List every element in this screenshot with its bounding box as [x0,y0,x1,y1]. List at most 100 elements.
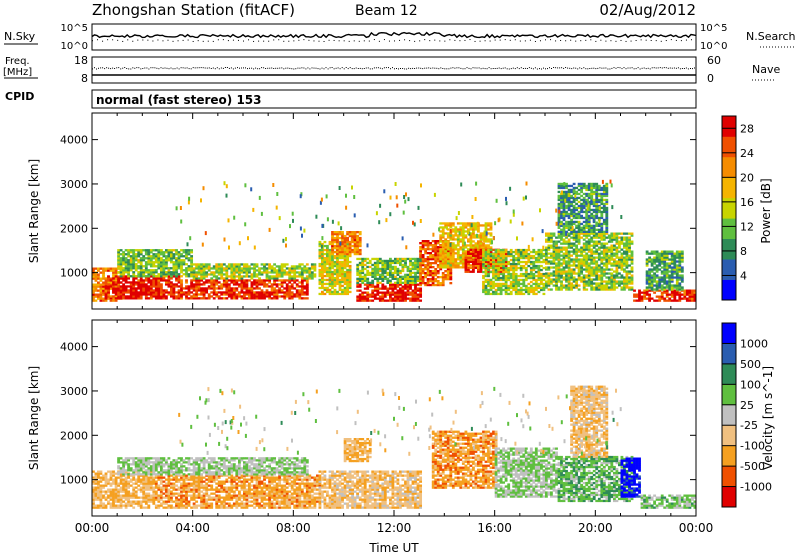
power-cell [323,268,327,272]
nsearch-dot [308,39,310,41]
power-cell [165,265,168,268]
power-cell [464,256,468,259]
nave-dot [293,68,295,70]
power-cell [628,244,631,247]
power-cell [313,263,317,266]
nsearch-dot [187,39,189,41]
power-cell [527,274,531,278]
power-cell [600,244,604,247]
power-cell [615,242,619,245]
power-cell [361,261,365,265]
power-cell [97,297,100,300]
power-cell [341,272,344,276]
power-cell [441,232,445,235]
power-cell [600,256,604,259]
power-cell [449,278,453,281]
nave-dot [188,68,190,70]
power-cell [434,258,438,261]
power-cell [628,242,631,245]
power-cell [514,276,518,280]
power-cell [577,284,581,287]
power-cell [177,285,181,288]
power-cell [295,271,299,274]
power-cell [484,268,488,272]
power-cell [160,251,163,254]
nave-dot [325,67,327,69]
power-cell [149,257,153,260]
power-cell [109,269,113,272]
power-cell [439,246,443,249]
power-cell [587,256,591,259]
power-cell [192,289,196,292]
power-cell [560,220,563,224]
power-cell [451,224,455,227]
nave-dot [661,67,663,69]
power-cell [263,267,266,270]
power-cell [149,279,153,282]
power-cell [585,232,589,235]
power-cell [152,269,156,272]
power-cell [567,262,571,265]
power-cell [300,273,304,276]
power-cell [235,269,239,272]
nave-dot [530,67,532,69]
power-cell [472,268,475,271]
power-cell [540,250,543,254]
power-cell [404,277,407,280]
power-cell [318,282,322,286]
power-cell [615,262,619,265]
power-cell [102,291,105,294]
power-cell [227,263,231,266]
power-cell [185,295,188,298]
nave-dot [398,68,399,70]
nave-dot [619,67,621,69]
power-cell [321,242,324,246]
power-cell [489,286,493,290]
power-cell [628,270,631,273]
power-cell [436,250,440,253]
power-cell [162,273,166,276]
power-cell [419,289,423,292]
power-cell [416,271,420,275]
power-cell [165,297,168,300]
power-cell [519,250,523,254]
power-cell [467,268,470,271]
power-cell [366,295,370,298]
power-cell [421,260,425,263]
power-cell [416,289,420,292]
power-cell [162,261,166,264]
power-cell [602,246,606,249]
power-cell [602,238,606,241]
power-cell [341,270,344,274]
power-cell [371,275,375,278]
power-cell [278,279,282,282]
power-cell [464,222,468,225]
power-cell [389,257,392,261]
power-cell [585,244,589,247]
power-cell [441,230,445,233]
power-cell [396,277,400,280]
power-cell [154,283,158,286]
power-cell [386,271,390,275]
power-cell [273,283,277,286]
power-cell [504,276,508,280]
nsearch-dot [142,39,144,41]
power-cell [575,192,579,196]
power-cell [305,263,309,266]
nsearch-dot [127,39,129,41]
power-cell [565,262,568,265]
power-cell [419,299,423,302]
power-cell [512,270,516,274]
power-cell [303,287,307,290]
power-cell [461,266,465,269]
power-cell [464,252,468,255]
power-cell [348,250,352,254]
power-cell [431,274,435,277]
power-cell [585,256,589,259]
power-cell [567,200,571,204]
power-cell [560,282,563,285]
nave-dot [355,67,357,69]
power-cell [597,284,601,287]
power-cell [139,269,143,272]
power-cell [416,259,420,263]
